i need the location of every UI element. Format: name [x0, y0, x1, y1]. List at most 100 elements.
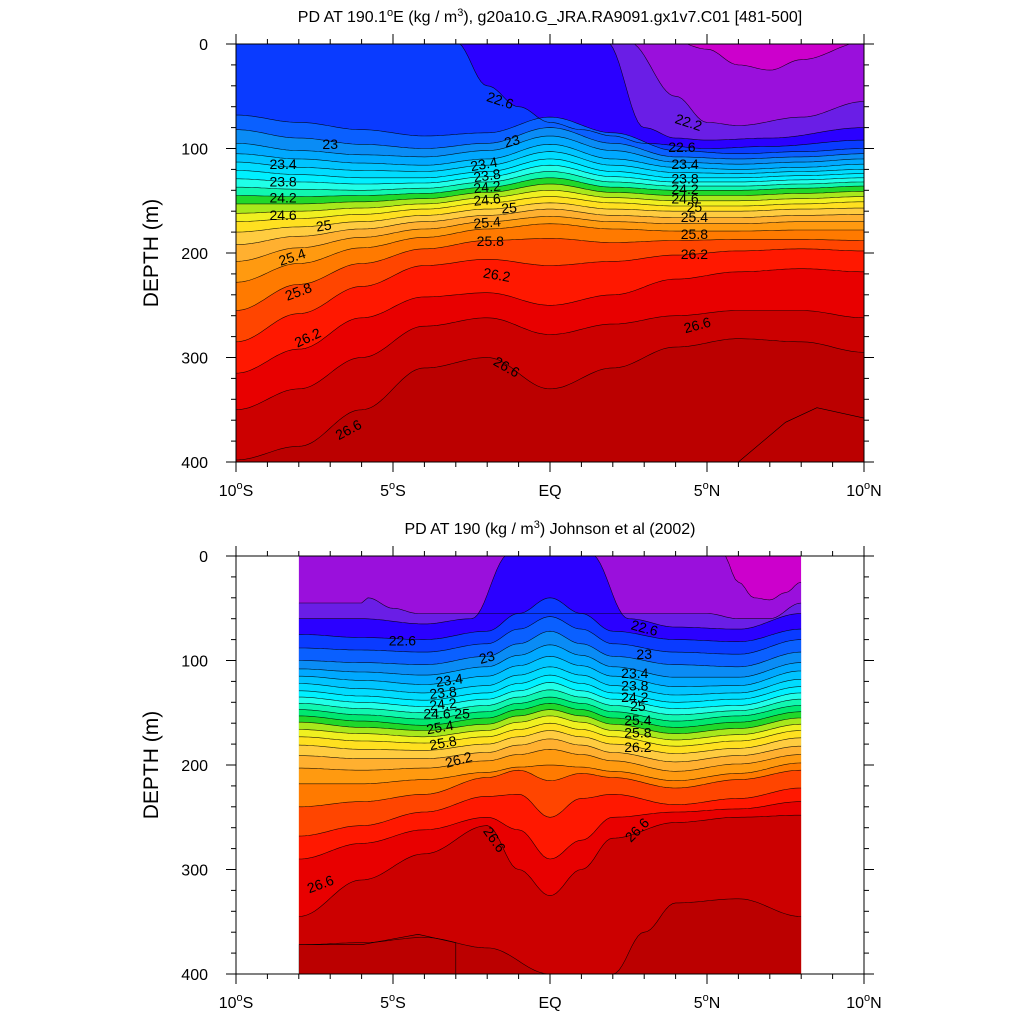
contour-22 [685, 44, 852, 71]
contour-label: 25 [501, 199, 518, 216]
contour-label: 24.2 [621, 689, 648, 705]
contour-label: 23.8 [472, 166, 501, 186]
panel-model-plot [236, 44, 864, 462]
contour-label: 23.4 [435, 670, 464, 690]
contour-label: 24.2 [671, 181, 698, 197]
contour-24.8 [236, 190, 864, 214]
contour-label: 25 [630, 698, 646, 714]
contour-23.2 [236, 135, 864, 165]
contour-24 [298, 682, 802, 709]
contour-label: 24.6 [473, 190, 502, 209]
contour-label: 25 [687, 199, 703, 215]
contour-24.2 [298, 689, 802, 716]
contour-25 [298, 715, 802, 741]
contour-label: 25.4 [473, 213, 502, 231]
contour-26.8 [298, 898, 802, 974]
contour-22.4 [298, 556, 802, 630]
y-tick-label: 100 [181, 142, 208, 159]
contour-label: 23.8 [671, 171, 698, 187]
contour-label: 24.2 [429, 695, 458, 714]
contour-label: 26.2 [443, 748, 474, 771]
contour-22.6 [459, 44, 864, 149]
contour-24.4 [298, 696, 802, 722]
contour-23.4 [298, 655, 802, 687]
x-tick-label: 5oS [380, 992, 406, 1012]
x-tick-label: EQ [538, 995, 561, 1012]
panel-obs-plot [236, 556, 864, 974]
y-tick-label: 200 [181, 246, 208, 263]
contour-22.2 [298, 597, 802, 619]
contour-25.4 [298, 730, 802, 754]
contour-label: 23.4 [269, 156, 296, 172]
contour-23.2 [298, 644, 802, 678]
contour-label: 24.2 [269, 189, 296, 205]
contour-label: 25.8 [624, 724, 651, 740]
panel-model-title: PD AT 190.1oE (kg / m3), g20a10.G_JRA.RA… [298, 7, 802, 26]
contour-24.4 [236, 177, 864, 197]
contour-25.8 [236, 223, 864, 283]
contour-24.2 [236, 171, 864, 191]
contour-24.6 [236, 183, 864, 205]
contour-label: 26.2 [624, 739, 651, 755]
contour-label: 25.4 [681, 209, 708, 225]
x-tick-label: 5oN [694, 992, 721, 1012]
contour-label: 25 [454, 706, 470, 722]
contour-label: 23 [477, 647, 496, 667]
contour-label: 25.4 [425, 717, 455, 738]
contour-22.8 [236, 114, 864, 154]
x-tick-label: EQ [538, 483, 561, 500]
contour-23.4 [236, 143, 864, 170]
contour-label: 24.6 [423, 706, 450, 722]
contour-26 [298, 762, 802, 785]
y-tick-label: 300 [181, 863, 208, 880]
contour-26.2 [298, 769, 802, 808]
band-26.6 [236, 338, 864, 462]
x-tick-label: 10oS [219, 480, 254, 500]
contour-label: 23 [502, 131, 521, 150]
x-tick-label: 5oS [380, 480, 406, 500]
contour-label: 22.6 [389, 632, 416, 648]
contour-label: 23.4 [671, 156, 698, 172]
panel-obs-ylabel: DEPTH (m) [140, 711, 163, 820]
panel-model-axes: 0 100 200 300 400 10oS 5oS EQ 5oN 10oN [181, 34, 882, 500]
y-tick-label: 400 [181, 967, 208, 984]
contour-label: 24.2 [473, 178, 502, 197]
contour-label: 26.2 [482, 264, 512, 285]
contour-label: 25.8 [681, 226, 708, 242]
contour-25 [236, 196, 864, 222]
contour-25.2 [236, 202, 864, 233]
contour-23.6 [298, 666, 802, 696]
y-tick-label: 200 [181, 758, 208, 775]
y-tick-label: 0 [199, 549, 208, 566]
contour-24.8 [298, 709, 802, 734]
y-tick-label: 400 [181, 455, 208, 472]
contour-label: 23 [636, 646, 652, 662]
contour-label: 23.8 [621, 677, 648, 693]
x-tick-label: 10oN [846, 992, 881, 1012]
contour-label: 23.4 [469, 154, 499, 175]
contour-label: 24.6 [671, 190, 698, 206]
contour-25.8 [298, 748, 802, 772]
contour-23.6 [236, 151, 864, 174]
contour-label: 26.6 [682, 314, 713, 337]
contour-24 [236, 164, 864, 185]
contour-26.5 [298, 801, 802, 860]
contour-label: 25.8 [428, 733, 458, 754]
contour-label: 25.8 [477, 233, 504, 249]
panel-model-ylabel: DEPTH (m) [140, 199, 163, 308]
contour-label: 24.6 [269, 207, 296, 223]
no-data-right [801, 556, 864, 974]
contour-23.8 [298, 674, 802, 703]
panel-obs: PD AT 190 (kg / m3) Johnson et al (2002)… [140, 519, 882, 1012]
contour-26 [236, 238, 864, 311]
contour-26.6 [298, 814, 802, 917]
contour-22.2 [633, 44, 864, 126]
contour-26.4 [236, 268, 864, 374]
contour-25.2 [298, 722, 802, 747]
contour-22.4 [609, 44, 864, 141]
contour-26.2 [236, 248, 864, 343]
contour-22.6 [298, 597, 802, 642]
contour-26.4 [298, 787, 802, 837]
y-tick-label: 300 [181, 351, 208, 368]
